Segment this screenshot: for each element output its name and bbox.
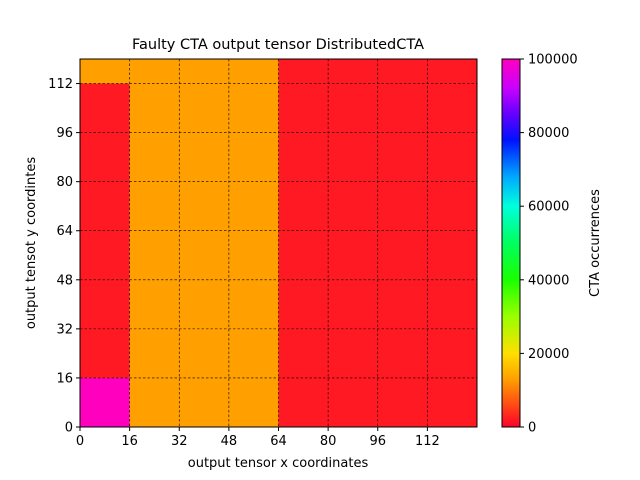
y-tick-label: 80 — [56, 175, 73, 190]
colorbar-tick-label: 100000 — [528, 53, 578, 68]
y-tick-label: 0 — [65, 421, 73, 436]
heatmap-cell — [80, 59, 130, 84]
colorbar-tick-label: 0 — [528, 421, 536, 436]
colorbar-tick-label: 40000 — [528, 273, 569, 288]
y-tick-label: 32 — [56, 322, 73, 337]
x-tick-label: 112 — [415, 434, 440, 449]
grid-lines — [80, 59, 477, 427]
heatmap-cell — [80, 377, 130, 427]
colorbar-ticks: 0 20000 40000 60000 80000 100000 — [520, 53, 578, 436]
x-tick-label: 64 — [270, 434, 287, 449]
colorbar-label: CTA occurrences — [588, 189, 603, 297]
y-axis: 0 16 32 48 64 80 96 112 — [48, 77, 80, 436]
colorbar — [501, 58, 521, 428]
x-axis: 0 16 32 48 64 80 96 112 — [76, 427, 440, 449]
colorbar-tick-label: 60000 — [528, 200, 569, 215]
y-tick-label: 48 — [56, 273, 73, 288]
y-tick-label: 112 — [48, 77, 73, 92]
x-tick-label: 16 — [121, 434, 138, 449]
chart-title: Faulty CTA output tensor DistributedCTA — [132, 37, 424, 53]
x-tick-label: 0 — [76, 434, 84, 449]
x-tick-label: 96 — [369, 434, 386, 449]
y-tick-label: 96 — [56, 126, 73, 141]
x-tick-label: 32 — [171, 434, 188, 449]
y-axis-label: output tensot y coordintes — [24, 157, 39, 329]
y-tick-label: 64 — [56, 224, 73, 239]
colorbar-tick-label: 80000 — [528, 126, 569, 141]
x-tick-label: 48 — [221, 434, 238, 449]
colorbar-tick-label: 20000 — [528, 347, 569, 362]
y-tick-label: 16 — [56, 371, 73, 386]
x-axis-label: output tensor x coordinates — [188, 456, 369, 471]
heatmap-cell — [129, 59, 279, 427]
x-tick-label: 80 — [320, 434, 337, 449]
